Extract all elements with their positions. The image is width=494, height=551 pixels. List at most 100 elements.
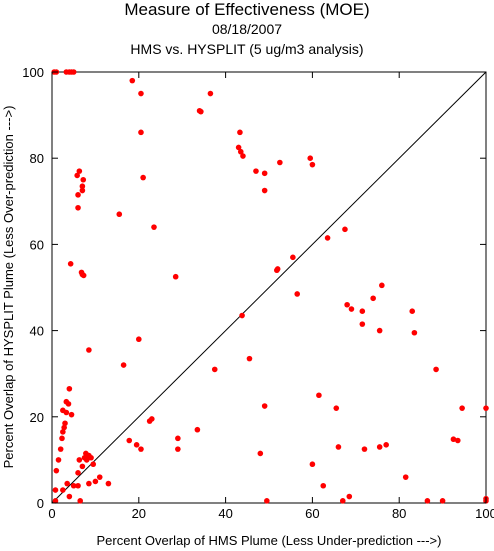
data-point (120, 362, 127, 368)
data-point (290, 254, 296, 261)
y-tick-label: 40 (30, 324, 44, 339)
data-point (63, 409, 70, 416)
data-point (79, 183, 86, 190)
data-point (383, 442, 389, 448)
data-point (320, 482, 327, 489)
data-point (237, 148, 244, 155)
data-point (67, 260, 74, 267)
x-tick-label: 100 (475, 506, 494, 521)
data-point (80, 272, 87, 279)
data-point (129, 77, 136, 84)
data-point (92, 478, 99, 485)
data-point (116, 211, 123, 218)
data-point (240, 153, 246, 159)
data-point (235, 144, 242, 151)
data-point (75, 204, 81, 211)
y-tick-label: 0 (37, 496, 44, 511)
data-point (57, 446, 64, 452)
data-point (149, 416, 155, 422)
data-point (344, 301, 350, 308)
data-point (246, 355, 253, 362)
data-point (450, 436, 457, 443)
data-point (253, 168, 259, 174)
data-point (75, 192, 81, 198)
x-tick-label: 0 (48, 506, 55, 521)
data-point (140, 174, 146, 181)
data-point (79, 463, 86, 470)
data-point (138, 446, 144, 452)
data-point (339, 498, 346, 504)
data-point (53, 467, 60, 474)
data-point (75, 470, 81, 476)
data-point (483, 405, 489, 411)
data-point (172, 273, 179, 280)
data-point (77, 498, 84, 504)
data-point (376, 444, 383, 450)
data-point (335, 444, 342, 450)
data-point (175, 435, 181, 442)
data-point (361, 446, 368, 452)
data-point (439, 498, 446, 504)
data-point (316, 392, 322, 399)
data-point (59, 435, 65, 442)
data-point (64, 480, 70, 487)
data-point (83, 457, 90, 463)
data-point (294, 291, 301, 297)
data-point (52, 487, 59, 493)
chart-title: Measure of Effectiveness (MOE) (124, 0, 370, 19)
data-point (66, 493, 73, 500)
data-point (370, 295, 376, 302)
data-point (237, 129, 243, 136)
data-point (309, 161, 316, 168)
diagonal-reference-line (51, 71, 487, 504)
data-point (274, 266, 281, 272)
data-point (126, 437, 133, 444)
data-point (55, 457, 62, 463)
data-point (324, 235, 331, 241)
data-point (76, 168, 83, 174)
x-axis-label: Percent Overlap of HMS Plume (Less Under… (97, 533, 442, 548)
data-point (376, 327, 383, 334)
data-point (80, 176, 87, 183)
x-tick-label: 40 (218, 506, 232, 521)
data-point (194, 426, 201, 433)
y-tick-label: 20 (30, 410, 44, 425)
data-point (60, 487, 66, 493)
data-point (261, 403, 268, 409)
data-point (62, 420, 68, 427)
data-point (175, 446, 181, 452)
data-point (88, 454, 94, 461)
x-tick-label: 20 (132, 506, 146, 521)
data-point (151, 224, 157, 230)
data-point (74, 172, 80, 179)
data-point (65, 401, 72, 407)
data-point (105, 480, 112, 487)
data-point (79, 187, 86, 194)
data-point (348, 306, 355, 312)
data-point (433, 366, 439, 373)
data-point (133, 442, 140, 448)
chart-date: 08/18/2007 (211, 21, 283, 37)
data-point (86, 347, 92, 353)
data-point (379, 282, 385, 289)
x-tick-label: 60 (305, 506, 319, 521)
data-point (136, 336, 142, 343)
data-point (359, 308, 366, 315)
data-point (75, 482, 81, 489)
data-point (409, 308, 416, 315)
data-point (261, 170, 268, 177)
data-point (61, 424, 67, 431)
data-point (198, 108, 204, 115)
y-tick-label: 80 (30, 151, 44, 166)
plot-frame (51, 71, 487, 504)
y-axis-label: Percent Overlap of HYSPLIT Plume (Less O… (1, 106, 16, 469)
data-point (70, 482, 77, 489)
data-point (454, 437, 461, 444)
data-point (90, 461, 97, 468)
chart-subtitle: HMS vs. HYSPLIT (5 ug/m3 analysis) (130, 41, 364, 57)
data-point (239, 312, 245, 319)
y-tick-label: 60 (30, 237, 44, 252)
data-point (261, 187, 268, 194)
data-point (96, 474, 103, 480)
